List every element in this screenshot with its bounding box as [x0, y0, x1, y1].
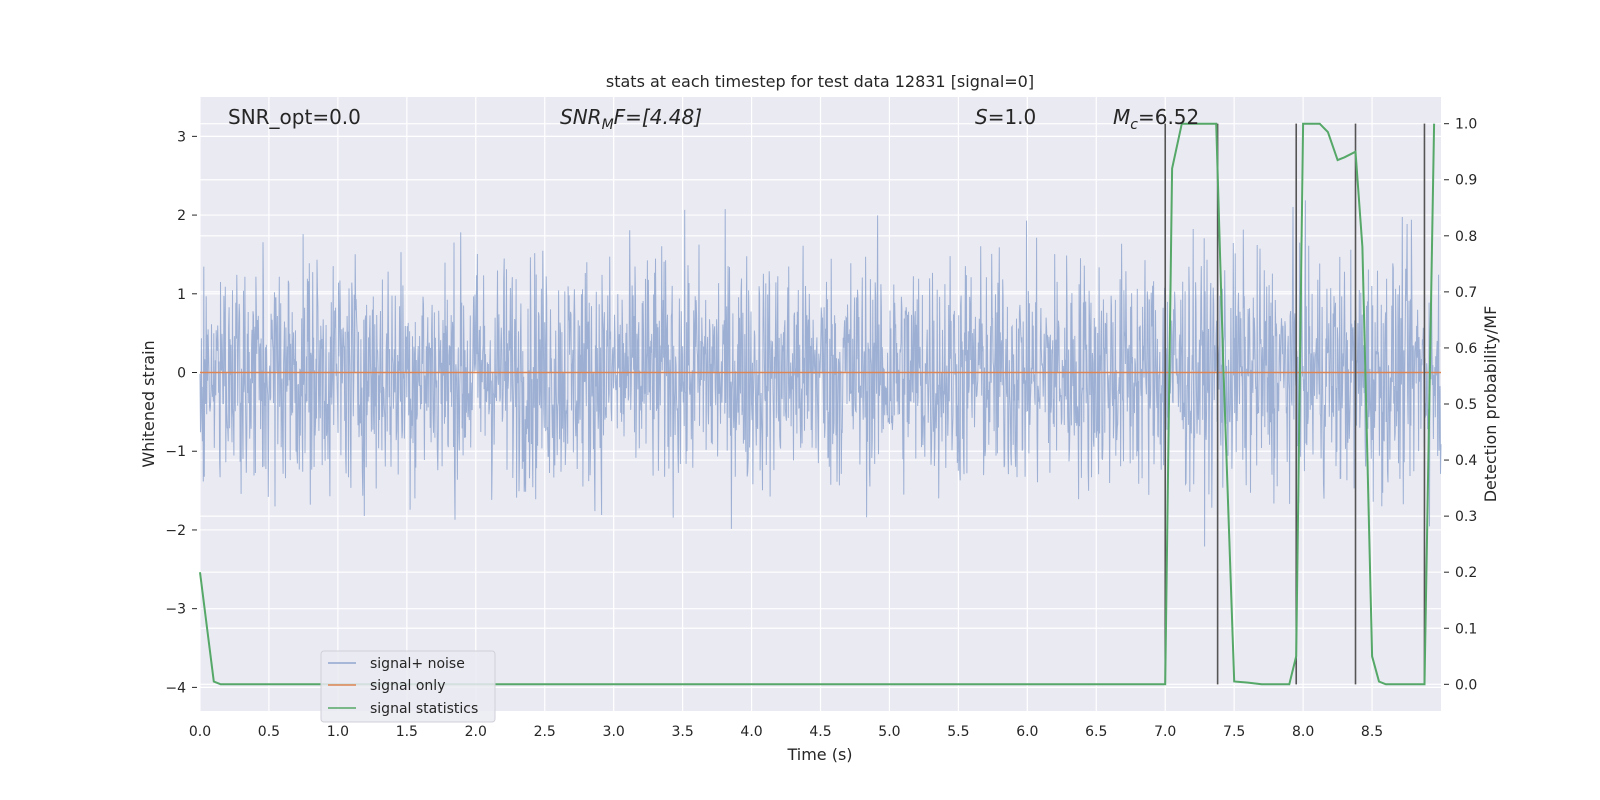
- signal-statistics-series: [199, 122, 1436, 686]
- snr-mf-annotation: SNRMF=[4.48]: [560, 105, 702, 133]
- y2-tick-label: 0.8: [1455, 229, 1477, 245]
- legend-label-noise: signal+ noise: [370, 656, 465, 672]
- legend-label-stats: signal statistics: [370, 701, 478, 717]
- y2-tick-label: 0.5: [1455, 397, 1477, 413]
- y2-tick-label: 0.2: [1455, 565, 1477, 581]
- legend: signal+ noise signal only signal statist…: [320, 650, 496, 723]
- snr-mf-sub: M: [602, 117, 614, 133]
- chart-title: stats at each timestep for test data 128…: [606, 72, 1034, 91]
- snr-mf-base: SNR: [560, 105, 602, 129]
- x-tick-label: 8.0: [1292, 724, 1314, 740]
- x-tick-label: 1.5: [396, 724, 418, 740]
- x-tick-label: 5.0: [878, 724, 900, 740]
- mc-value: =6.52: [1138, 105, 1199, 129]
- y-tick-label: −1: [165, 444, 186, 460]
- y2-tick-label: 1.0: [1455, 117, 1477, 133]
- y2-tick-label: 0.7: [1455, 285, 1477, 301]
- x-tick-label: 5.5: [947, 724, 969, 740]
- x-tick-label: 0.5: [258, 724, 280, 740]
- y-tick-label: 3: [177, 129, 186, 145]
- y2-tick-labels: 1.0 0.9 0.8 0.7 0.6 0.5 0.4 0.3 0.2 0.1 0.0: [1444, 117, 1477, 693]
- s-label: S: [975, 105, 988, 129]
- x-tick-label: 2.0: [465, 724, 487, 740]
- mc-sub: c: [1130, 117, 1138, 133]
- y-tick-label: 1: [177, 287, 186, 303]
- y2-tick-label: 0.3: [1455, 509, 1477, 525]
- x-tick-label: 8.5: [1361, 724, 1383, 740]
- y2-tick-label: 0.4: [1455, 453, 1477, 469]
- x-tick-label: 2.5: [534, 724, 556, 740]
- x-tick-label: 0.0: [189, 724, 211, 740]
- x-tick-label: 7.0: [1154, 724, 1176, 740]
- y-tick-labels: 3 2 1 0 −1 −2 −3 −4: [165, 129, 197, 696]
- legend-label-signal-only: signal only: [370, 678, 445, 694]
- s-annotation: S=1.0: [975, 105, 1036, 129]
- y2-tick-label: 0.1: [1455, 621, 1477, 637]
- mc-annotation: Mc=6.52: [1113, 105, 1199, 133]
- y-tick-label: 2: [177, 208, 186, 224]
- x-tick-label: 4.0: [740, 724, 762, 740]
- y2-axis-label: Detection probability/MF: [1481, 306, 1500, 503]
- mc-base: M: [1113, 105, 1130, 129]
- y-tick-label: 0: [177, 366, 186, 382]
- y2-tick-label: 0.9: [1455, 173, 1477, 189]
- x-tick-label: 7.5: [1223, 724, 1245, 740]
- y-tick-label: −2: [165, 523, 186, 539]
- y-tick-label: −3: [165, 602, 186, 618]
- x-tick-label: 4.5: [809, 724, 831, 740]
- x-tick-label: 6.0: [1016, 724, 1038, 740]
- x-tick-label: 6.5: [1085, 724, 1107, 740]
- y-tick-label: −4: [165, 680, 186, 696]
- signal-statistics-line: [199, 122, 1436, 686]
- noise-line: [199, 200, 1442, 547]
- legend-box: [320, 650, 496, 723]
- noise-series: [199, 200, 1442, 547]
- x-tick-label: 1.0: [327, 724, 349, 740]
- y2-tick-label: 0.6: [1455, 341, 1477, 357]
- s-value: =1.0: [988, 105, 1037, 129]
- x-axis-label: Time (s): [786, 745, 852, 764]
- y-axis-label: Whitened strain: [139, 340, 158, 467]
- y2-tick-label: 0.0: [1455, 677, 1477, 693]
- snr-mf-rest: F=[4.48]: [614, 105, 702, 129]
- x-tick-label: 3.0: [603, 724, 625, 740]
- x-tick-label: 3.5: [671, 724, 693, 740]
- snr-opt-annotation: SNR_opt=0.0: [228, 105, 361, 129]
- x-tick-labels: 0.0 0.5 1.0 1.5 2.0 2.5 3.0 3.5 4.0 4.5 5.0 5.5 6.0 6…: [189, 724, 1383, 740]
